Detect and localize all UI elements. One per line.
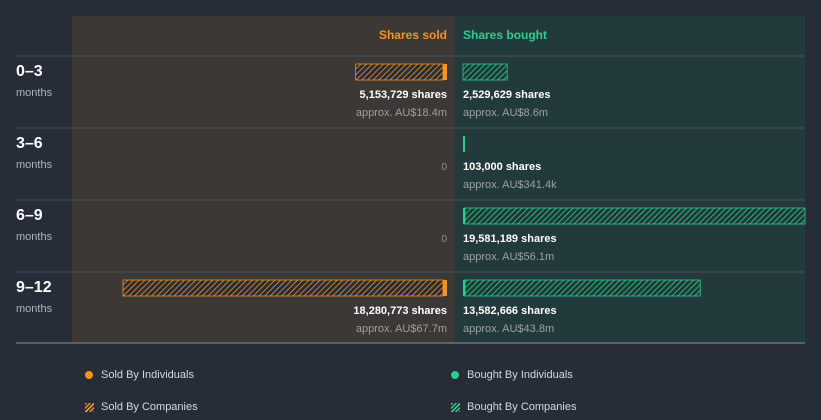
bought-shares-label: 103,000 shares [463,161,541,173]
sold-zero-label: 0 [441,162,447,173]
period-unit-label: months [16,159,53,171]
period-unit-label: months [16,231,53,243]
sold-value-label: approx. AU$18.4m [356,107,447,119]
period-unit-label: months [16,303,53,315]
period-label: 0–3 [16,63,43,80]
period-label: 6–9 [16,207,43,224]
bought-shares-label: 2,529,629 shares [463,89,550,101]
bought-value-label: approx. AU$8.6m [463,107,548,119]
bought-individuals-bar [463,280,465,296]
bought-companies-bar [464,207,806,225]
period-unit-label: months [16,87,53,99]
sold-shares-label: 5,153,729 shares [360,89,447,101]
bought-header: Shares bought [463,28,547,42]
bought-companies-bar [462,63,508,81]
bought-shares-label: 13,582,666 shares [463,305,557,317]
bought-value-label: approx. AU$341.4k [463,179,557,191]
sold-individuals-bar [443,64,447,80]
period-label: 9–12 [16,279,52,296]
sold-shares-label: 18,280,773 shares [353,305,447,317]
sold-companies-bar [122,279,444,297]
sold-header: Shares sold [379,28,447,42]
sold-companies-bar [355,63,444,81]
bought-value-label: approx. AU$43.8m [463,323,554,335]
bought-individuals-bar [463,208,465,224]
sold-value-label: approx. AU$67.7m [356,323,447,335]
period-label: 3–6 [16,135,43,152]
bought-shares-label: 19,581,189 shares [463,233,557,245]
sold-individuals-bar [443,280,447,296]
bought-value-label: approx. AU$56.1m [463,251,554,263]
bought-individuals-bar [463,136,465,152]
bought-companies-bar [464,279,701,297]
sold-zero-label: 0 [441,234,447,245]
